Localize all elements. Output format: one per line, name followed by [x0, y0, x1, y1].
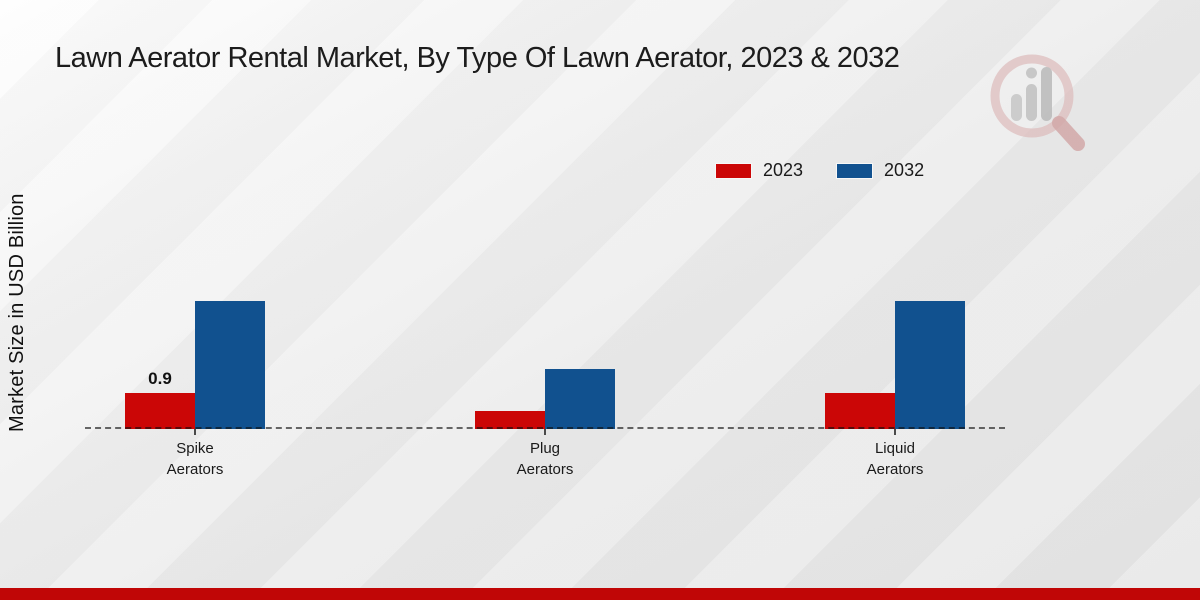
- legend-item-2023: 2023: [716, 160, 803, 181]
- legend-label-2023: 2023: [763, 160, 804, 180]
- magnifier-bar-chart-logo-icon: [990, 54, 1085, 151]
- bar-2032-liquid-aerators: [895, 301, 965, 429]
- x-axis-tick-plug-aerators: [544, 429, 546, 435]
- x-axis-tick-liquid-aerators: [894, 429, 896, 435]
- legend-label-2032: 2032: [884, 160, 925, 180]
- legend-item-2032: 2032: [837, 160, 924, 181]
- bar-2032-spike-aerators: [195, 301, 265, 429]
- chart-legend: 2023 2032: [716, 160, 924, 181]
- chart-title: Lawn Aerator Rental Market, By Type Of L…: [55, 42, 900, 74]
- legend-swatch-2023: [716, 163, 751, 178]
- x-axis-baseline: [85, 427, 1005, 429]
- footer-accent-bar: [0, 588, 1200, 600]
- y-axis-label: Market Size in USD Billion: [6, 193, 28, 433]
- x-axis-tick-spike-aerators: [194, 429, 196, 435]
- legend-swatch-2032: [837, 163, 873, 178]
- bar-2023-spike-aerators: [125, 393, 195, 429]
- bar-2023-liquid-aerators: [825, 393, 895, 429]
- category-label-plug-aerators: Plug Aerators: [516, 440, 574, 478]
- bar-value-label: 0.9: [148, 369, 172, 388]
- bar-2023-plug-aerators: [475, 411, 545, 429]
- bar-2032-plug-aerators: [545, 369, 615, 429]
- category-label-spike-aerators: Spike Aerators: [166, 440, 224, 478]
- category-label-liquid-aerators: Liquid Aerators: [866, 440, 924, 478]
